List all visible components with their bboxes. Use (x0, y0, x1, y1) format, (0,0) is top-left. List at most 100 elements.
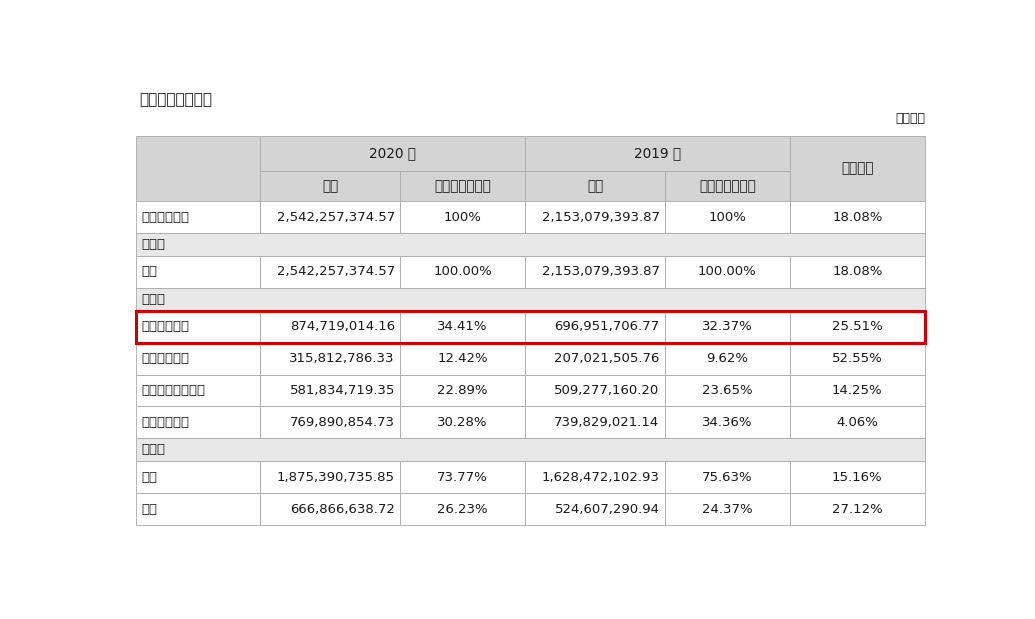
Text: 27.12%: 27.12% (832, 503, 883, 516)
Text: 52.55%: 52.55% (832, 352, 883, 365)
Text: 单位：元: 单位：元 (895, 113, 925, 126)
Bar (401, 493, 525, 525)
Text: 分产品: 分产品 (142, 293, 166, 306)
Text: 100.00%: 100.00% (434, 266, 492, 279)
Text: 2,542,257,374.57: 2,542,257,374.57 (276, 266, 395, 279)
Text: 2,153,079,393.87: 2,153,079,393.87 (541, 210, 659, 223)
Text: 509,277,160.20: 509,277,160.20 (555, 384, 659, 397)
Text: 696,951,706.77: 696,951,706.77 (555, 320, 659, 333)
Bar (790, 374, 925, 407)
Text: 524,607,290.94: 524,607,290.94 (555, 503, 659, 516)
Bar (136, 438, 925, 461)
Text: 催化材料板块: 催化材料板块 (142, 352, 189, 365)
Text: 9.62%: 9.62% (706, 352, 748, 365)
Text: 其他材料板块: 其他材料板块 (142, 416, 189, 429)
Text: 73.77%: 73.77% (437, 471, 489, 484)
Text: 金额: 金额 (587, 179, 603, 193)
Bar (136, 374, 260, 407)
Bar (260, 461, 401, 493)
Bar (525, 343, 666, 374)
Bar (260, 256, 401, 288)
Text: 同比增减: 同比增减 (841, 162, 874, 176)
Bar (666, 461, 790, 493)
Bar (401, 201, 525, 233)
Bar (136, 493, 260, 525)
Bar (401, 374, 525, 407)
Bar (401, 171, 525, 201)
Text: 666,866,638.72: 666,866,638.72 (290, 503, 395, 516)
Bar (136, 201, 260, 233)
Text: 24.37%: 24.37% (702, 503, 752, 516)
Text: 34.36%: 34.36% (702, 416, 752, 429)
Text: 2019 年: 2019 年 (633, 147, 681, 161)
Text: 4.06%: 4.06% (836, 416, 879, 429)
Text: 占营业收入比重: 占营业收入比重 (699, 179, 756, 193)
Bar (790, 201, 925, 233)
Bar (136, 136, 260, 201)
Bar (260, 171, 401, 201)
Text: 581,834,719.35: 581,834,719.35 (290, 384, 395, 397)
Bar (260, 343, 401, 374)
Bar (260, 201, 401, 233)
Bar (666, 171, 790, 201)
Bar (790, 136, 925, 201)
Bar (136, 407, 260, 438)
Text: 874,719,014.16: 874,719,014.16 (290, 320, 395, 333)
Text: 2,542,257,374.57: 2,542,257,374.57 (276, 210, 395, 223)
Bar (401, 311, 525, 343)
Text: 占营业收入比重: 占营业收入比重 (435, 179, 491, 193)
Bar (136, 288, 925, 311)
Text: 2020 年: 2020 年 (368, 147, 416, 161)
Text: 100.00%: 100.00% (698, 266, 757, 279)
Bar (525, 461, 666, 493)
Bar (666, 256, 790, 288)
Bar (525, 256, 666, 288)
Text: 207,021,505.76: 207,021,505.76 (554, 352, 659, 365)
Text: 营业收入整体情况: 营业收入整体情况 (139, 92, 212, 107)
Bar (401, 256, 525, 288)
Bar (790, 256, 925, 288)
Text: 100%: 100% (708, 210, 746, 223)
Text: 18.08%: 18.08% (832, 266, 883, 279)
Text: 739,829,021.14: 739,829,021.14 (555, 416, 659, 429)
Text: 境内: 境内 (142, 471, 157, 484)
Text: 工业: 工业 (142, 266, 157, 279)
Bar (666, 343, 790, 374)
Text: 34.41%: 34.41% (438, 320, 487, 333)
Bar (136, 343, 260, 374)
Bar (260, 311, 401, 343)
Text: 14.25%: 14.25% (832, 384, 883, 397)
Text: 315,812,786.33: 315,812,786.33 (290, 352, 395, 365)
Bar (260, 136, 525, 171)
Text: 境外: 境外 (142, 503, 157, 516)
Bar (790, 493, 925, 525)
Text: 15.16%: 15.16% (832, 471, 883, 484)
Bar (525, 407, 666, 438)
Text: 22.89%: 22.89% (438, 384, 487, 397)
Text: 2,153,079,393.87: 2,153,079,393.87 (541, 266, 659, 279)
Text: 金额: 金额 (322, 179, 338, 193)
Bar (401, 461, 525, 493)
Text: 生物医疗材料板块: 生物医疗材料板块 (142, 384, 205, 397)
Text: 1,628,472,102.93: 1,628,472,102.93 (541, 471, 659, 484)
Text: 营业收入合计: 营业收入合计 (142, 210, 189, 223)
Bar (525, 201, 666, 233)
Text: 26.23%: 26.23% (438, 503, 487, 516)
Text: 18.08%: 18.08% (832, 210, 883, 223)
Bar (525, 136, 790, 171)
Text: 769,890,854.73: 769,890,854.73 (290, 416, 395, 429)
Text: 32.37%: 32.37% (702, 320, 752, 333)
Text: 25.51%: 25.51% (832, 320, 883, 333)
Bar (260, 407, 401, 438)
Text: 100%: 100% (444, 210, 481, 223)
Bar (136, 311, 260, 343)
Bar (525, 171, 666, 201)
Bar (401, 343, 525, 374)
Bar (401, 407, 525, 438)
Bar (136, 461, 260, 493)
Bar (666, 407, 790, 438)
Text: 23.65%: 23.65% (702, 384, 752, 397)
Text: 30.28%: 30.28% (438, 416, 487, 429)
Bar (666, 311, 790, 343)
Bar (666, 374, 790, 407)
